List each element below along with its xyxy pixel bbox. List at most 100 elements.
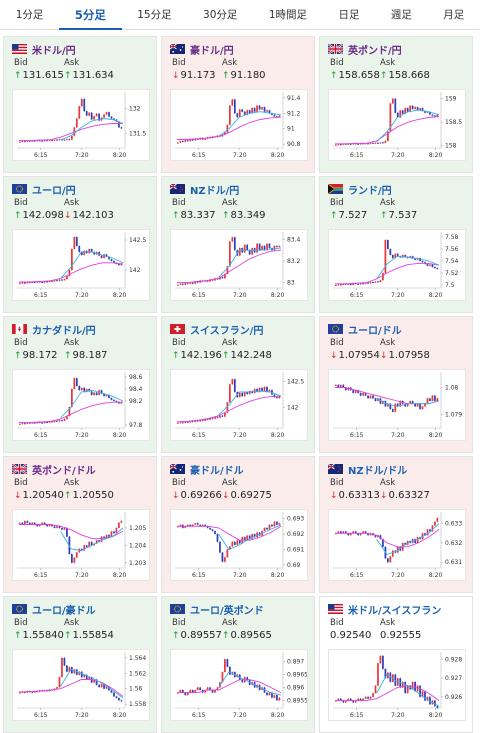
tab-1min[interactable]: 1分足 xyxy=(15,9,44,21)
pair-name[interactable]: ランド/円 xyxy=(348,185,392,197)
y-tick-label: 158.5 xyxy=(445,119,462,126)
currency-card[interactable]: 豪ドル/ドル Bid Ask ↓0.69266↓0.69275 0.693 0.692 0.… xyxy=(161,456,315,593)
candle xyxy=(273,394,276,398)
currency-card[interactable]: 米ドル/円 Bid Ask ↑131.615↑131.634 132 131.5 6:15 7… xyxy=(3,36,157,173)
candlestick-chart[interactable]: 1.205 1.204 1.203 6:15 7:20 8:20 xyxy=(12,509,150,581)
pair-name[interactable]: カナダドル/円 xyxy=(32,325,96,337)
candle xyxy=(416,403,419,407)
candle xyxy=(263,386,266,391)
currency-card[interactable]: 英ポンド/円 Bid Ask ↑158.658↑158.668 159 158.5 158 6… xyxy=(319,36,473,173)
tab-15min[interactable]: 15分足 xyxy=(137,9,172,21)
timeframe-tabs: 1分足 5分足 15分足 30分足 1時間足 日足 週足 月足 xyxy=(0,0,480,30)
candle xyxy=(63,279,66,281)
candle xyxy=(189,690,192,693)
candlestick-chart[interactable]: 0.693 0.692 0.691 0.69 6:15 7:20 8:20 xyxy=(170,509,308,581)
pair-name[interactable]: スイスフラン/円 xyxy=(190,325,264,337)
candlestick-chart[interactable]: 159 158.5 158 6:15 7:20 8:20 xyxy=(328,89,466,161)
candle xyxy=(387,240,389,249)
candle xyxy=(194,420,197,422)
ask-price: ↓0.69275 xyxy=(222,490,272,501)
candle xyxy=(266,692,268,696)
candle xyxy=(63,139,66,141)
y-tick-label: 91.2 xyxy=(287,110,301,117)
pair-name[interactable]: 英ポンド/ドル xyxy=(32,465,96,477)
pair-name[interactable]: 米ドル/円 xyxy=(32,45,76,57)
currency-card[interactable]: カナダドル/円 Bid Ask ↑98.172 ↑98.187 98.6 98.4 98.2 9… xyxy=(3,316,157,453)
currency-card[interactable]: ユーロ/豪ドル Bid Ask ↑1.55840↑1.55854 1.564 1.562 1… xyxy=(3,596,157,733)
currency-card[interactable]: ユーロ/ドル Bid Ask ↓1.07954↓1.07958 1.08 1.079 6:1… xyxy=(319,316,473,453)
currency-card[interactable]: ユーロ/英ポンド Bid Ask ↑0.89557↑0.89565 0.897 0.896… xyxy=(161,596,315,733)
candle xyxy=(339,698,342,701)
pair-name[interactable]: ユーロ/円 xyxy=(32,185,76,197)
candlestick-chart[interactable]: 0.928 0.927 0.926 6:15 7:20 8:20 xyxy=(328,649,466,721)
candle xyxy=(374,685,377,694)
currency-card[interactable]: NZドル/ドル Bid Ask ↓0.63313↓0.63327 0.633 0.632 0… xyxy=(319,456,473,593)
candlestick-chart[interactable]: 142.5 142 6:15 7:20 8:20 xyxy=(170,369,308,441)
pair-name[interactable]: ユーロ/豪ドル xyxy=(32,605,96,617)
candlestick-chart[interactable]: 1.564 1.562 1.56 1.558 6:15 7:20 8:20 xyxy=(12,649,150,721)
y-tick-label: 0.926 xyxy=(445,694,462,701)
candlestick-chart[interactable]: 1.08 1.079 6:15 7:20 8:20 xyxy=(328,369,466,441)
tab-daily[interactable]: 日足 xyxy=(338,9,360,21)
candlestick-chart[interactable]: 83.4 83.2 83 6:15 7:20 8:20 xyxy=(170,229,308,301)
candlestick-chart[interactable]: 7.58 7.56 7.54 7.52 7.5 6:15 7:20 8:20 xyxy=(328,229,466,301)
moving-average-line xyxy=(19,123,123,142)
ask-value: 0.89565 xyxy=(230,630,272,641)
candle xyxy=(120,127,123,129)
candle xyxy=(181,690,184,693)
candle xyxy=(416,685,419,692)
candle xyxy=(204,418,206,421)
y-tick-label: 0.633 xyxy=(445,521,462,528)
bid-label: Bid xyxy=(172,338,186,348)
pair-name[interactable]: ユーロ/英ポンド xyxy=(190,605,264,617)
bid-value: 0.63313 xyxy=(338,490,380,501)
tab-monthly[interactable]: 月足 xyxy=(443,9,465,21)
candlestick-chart[interactable]: 142.5 142 6:15 7:20 8:20 xyxy=(12,229,150,301)
tab-30min[interactable]: 30分足 xyxy=(203,9,238,21)
pair-name[interactable]: 豪ドル/ドル xyxy=(190,465,244,477)
y-tick-label: 98.4 xyxy=(129,386,143,393)
candle xyxy=(219,277,221,280)
candle xyxy=(229,546,231,550)
currency-card[interactable]: NZドル/円 Bid Ask ↑83.337 ↑83.349 83.4 83.2 83 6:15… xyxy=(161,176,315,313)
tab-1hour[interactable]: 1時間足 xyxy=(268,9,308,21)
pair-name[interactable]: 英ポンド/円 xyxy=(348,45,402,57)
candlestick-chart[interactable]: 0.633 0.632 0.631 6:15 7:20 8:20 xyxy=(328,509,466,581)
candlestick-chart[interactable]: 91.4 91.2 91 90.8 6:15 7:20 8:20 xyxy=(170,89,308,161)
candle xyxy=(429,264,431,266)
eu-flag-icon xyxy=(170,604,185,614)
tab-5min[interactable]: 5分足 xyxy=(59,0,122,30)
currency-card[interactable]: スイスフラン/円 Bid Ask ↑142.196↑142.248 142.5 142 6:… xyxy=(161,316,315,453)
x-tick-label: 6:15 xyxy=(192,432,206,439)
pair-name[interactable]: ユーロ/ドル xyxy=(348,325,402,337)
pair-name[interactable]: NZドル/円 xyxy=(190,185,240,197)
pair-name[interactable]: 豪ドル/円 xyxy=(190,45,234,57)
currency-card[interactable]: ランド/円 Bid Ask ↑7.527 ↑7.537 7.58 7.56 7.54 7.52 7… xyxy=(319,176,473,313)
pair-name[interactable]: 米ドル/スイスフラン xyxy=(348,605,442,617)
candle xyxy=(399,401,402,407)
currency-card[interactable]: 豪ドル/円 Bid Ask ↓91.173 ↑91.180 91.4 91.2 91 90.8 6… xyxy=(161,36,315,173)
tab-weekly[interactable]: 週足 xyxy=(390,9,412,21)
x-tick-label: 6:15 xyxy=(192,152,206,159)
candlestick-chart[interactable]: 0.897 0.8965 0.896 0.8955 6:15 7:20 8:20 xyxy=(170,649,308,721)
candle xyxy=(276,116,278,118)
candle xyxy=(339,531,342,534)
currency-card[interactable]: 米ドル/スイスフラン Bid Ask 0.92540 0.92555 0.928 0.927… xyxy=(319,596,473,733)
candle xyxy=(75,552,78,558)
candle xyxy=(194,523,197,525)
candle xyxy=(394,253,397,258)
candle xyxy=(379,280,382,282)
candle xyxy=(46,281,48,283)
pair-name[interactable]: NZドル/ドル xyxy=(348,465,408,477)
currency-card[interactable]: ユーロ/円 Bid Ask ↑142.098↓142.103 142.5 142 6:15 7… xyxy=(3,176,157,313)
bid-price: ↑98.172 xyxy=(14,350,64,361)
candle xyxy=(248,390,251,395)
candlestick-chart[interactable]: 132 131.5 6:15 7:20 8:20 xyxy=(12,89,150,161)
bid-label: Bid xyxy=(330,58,344,68)
ask-label: Ask xyxy=(64,618,80,628)
candlestick-chart[interactable]: 98.6 98.4 98.2 97.8 6:15 7:20 8:20 xyxy=(12,369,150,441)
candle xyxy=(75,669,78,675)
currency-card[interactable]: 英ポンド/ドル Bid Ask ↓1.20540↑1.20550 1.205 1.204 1… xyxy=(3,456,157,593)
candle xyxy=(184,421,187,423)
ask-value: 83.349 xyxy=(230,210,266,221)
